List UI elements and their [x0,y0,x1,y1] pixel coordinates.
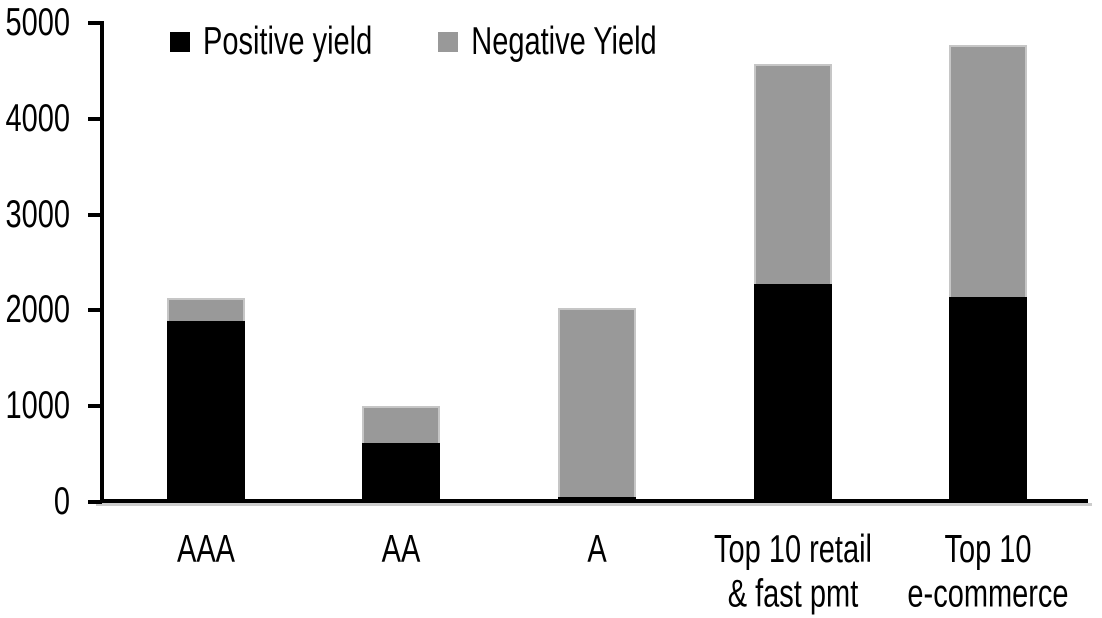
bar-segment-negative-1 [362,406,440,443]
y-axis-tick-label-2000: 2000 [5,288,70,332]
x-axis-label-4: Top 10 e-commerce [907,528,1069,616]
x-axis-label-2: A [587,528,607,572]
bar-segment-positive-4 [949,296,1027,502]
bar-segment-positive-1 [362,442,440,502]
y-axis-tick-5000 [88,21,102,25]
bar-segment-positive-0 [167,320,245,502]
bar-segment-negative-0 [167,298,245,321]
bar-segment-negative-3 [754,64,832,284]
bar-segment-positive-2 [558,497,636,502]
legend-label-negative-yield: Negative Yield [471,20,657,64]
x-axis-label-0: AAA [176,528,236,572]
y-axis-line [100,21,104,503]
legend-label-positive-yield: Positive yield [203,20,373,64]
y-axis-tick-label-3000: 3000 [5,193,70,237]
bar-segment-negative-2 [558,307,636,498]
y-axis-tick-label-0: 0 [53,480,70,524]
y-axis-tick-3000 [88,213,102,217]
bar-segment-positive-3 [754,283,832,502]
y-axis-tick-0 [88,500,102,504]
y-axis-tick-4000 [88,117,102,121]
y-axis-tick-2000 [88,308,102,312]
legend: Positive yield Negative Yield [170,20,657,64]
legend-swatch-negative-yield [438,32,459,52]
y-axis-tick-label-5000: 5000 [5,1,70,45]
legend-item-positive-yield: Positive yield [170,20,372,64]
legend-swatch-positive-yield [170,32,190,52]
y-axis-tick-label-4000: 4000 [5,97,70,141]
x-axis-label-1: AA [381,528,421,572]
y-axis-tick-label-1000: 1000 [5,384,70,428]
bar-segment-negative-4 [949,45,1027,297]
legend-item-negative-yield: Negative Yield [438,20,657,64]
x-axis-label-3: Top 10 retail & fast pmt [714,528,872,616]
y-axis-tick-1000 [88,404,102,408]
x-axis-shadow [96,503,1092,506]
